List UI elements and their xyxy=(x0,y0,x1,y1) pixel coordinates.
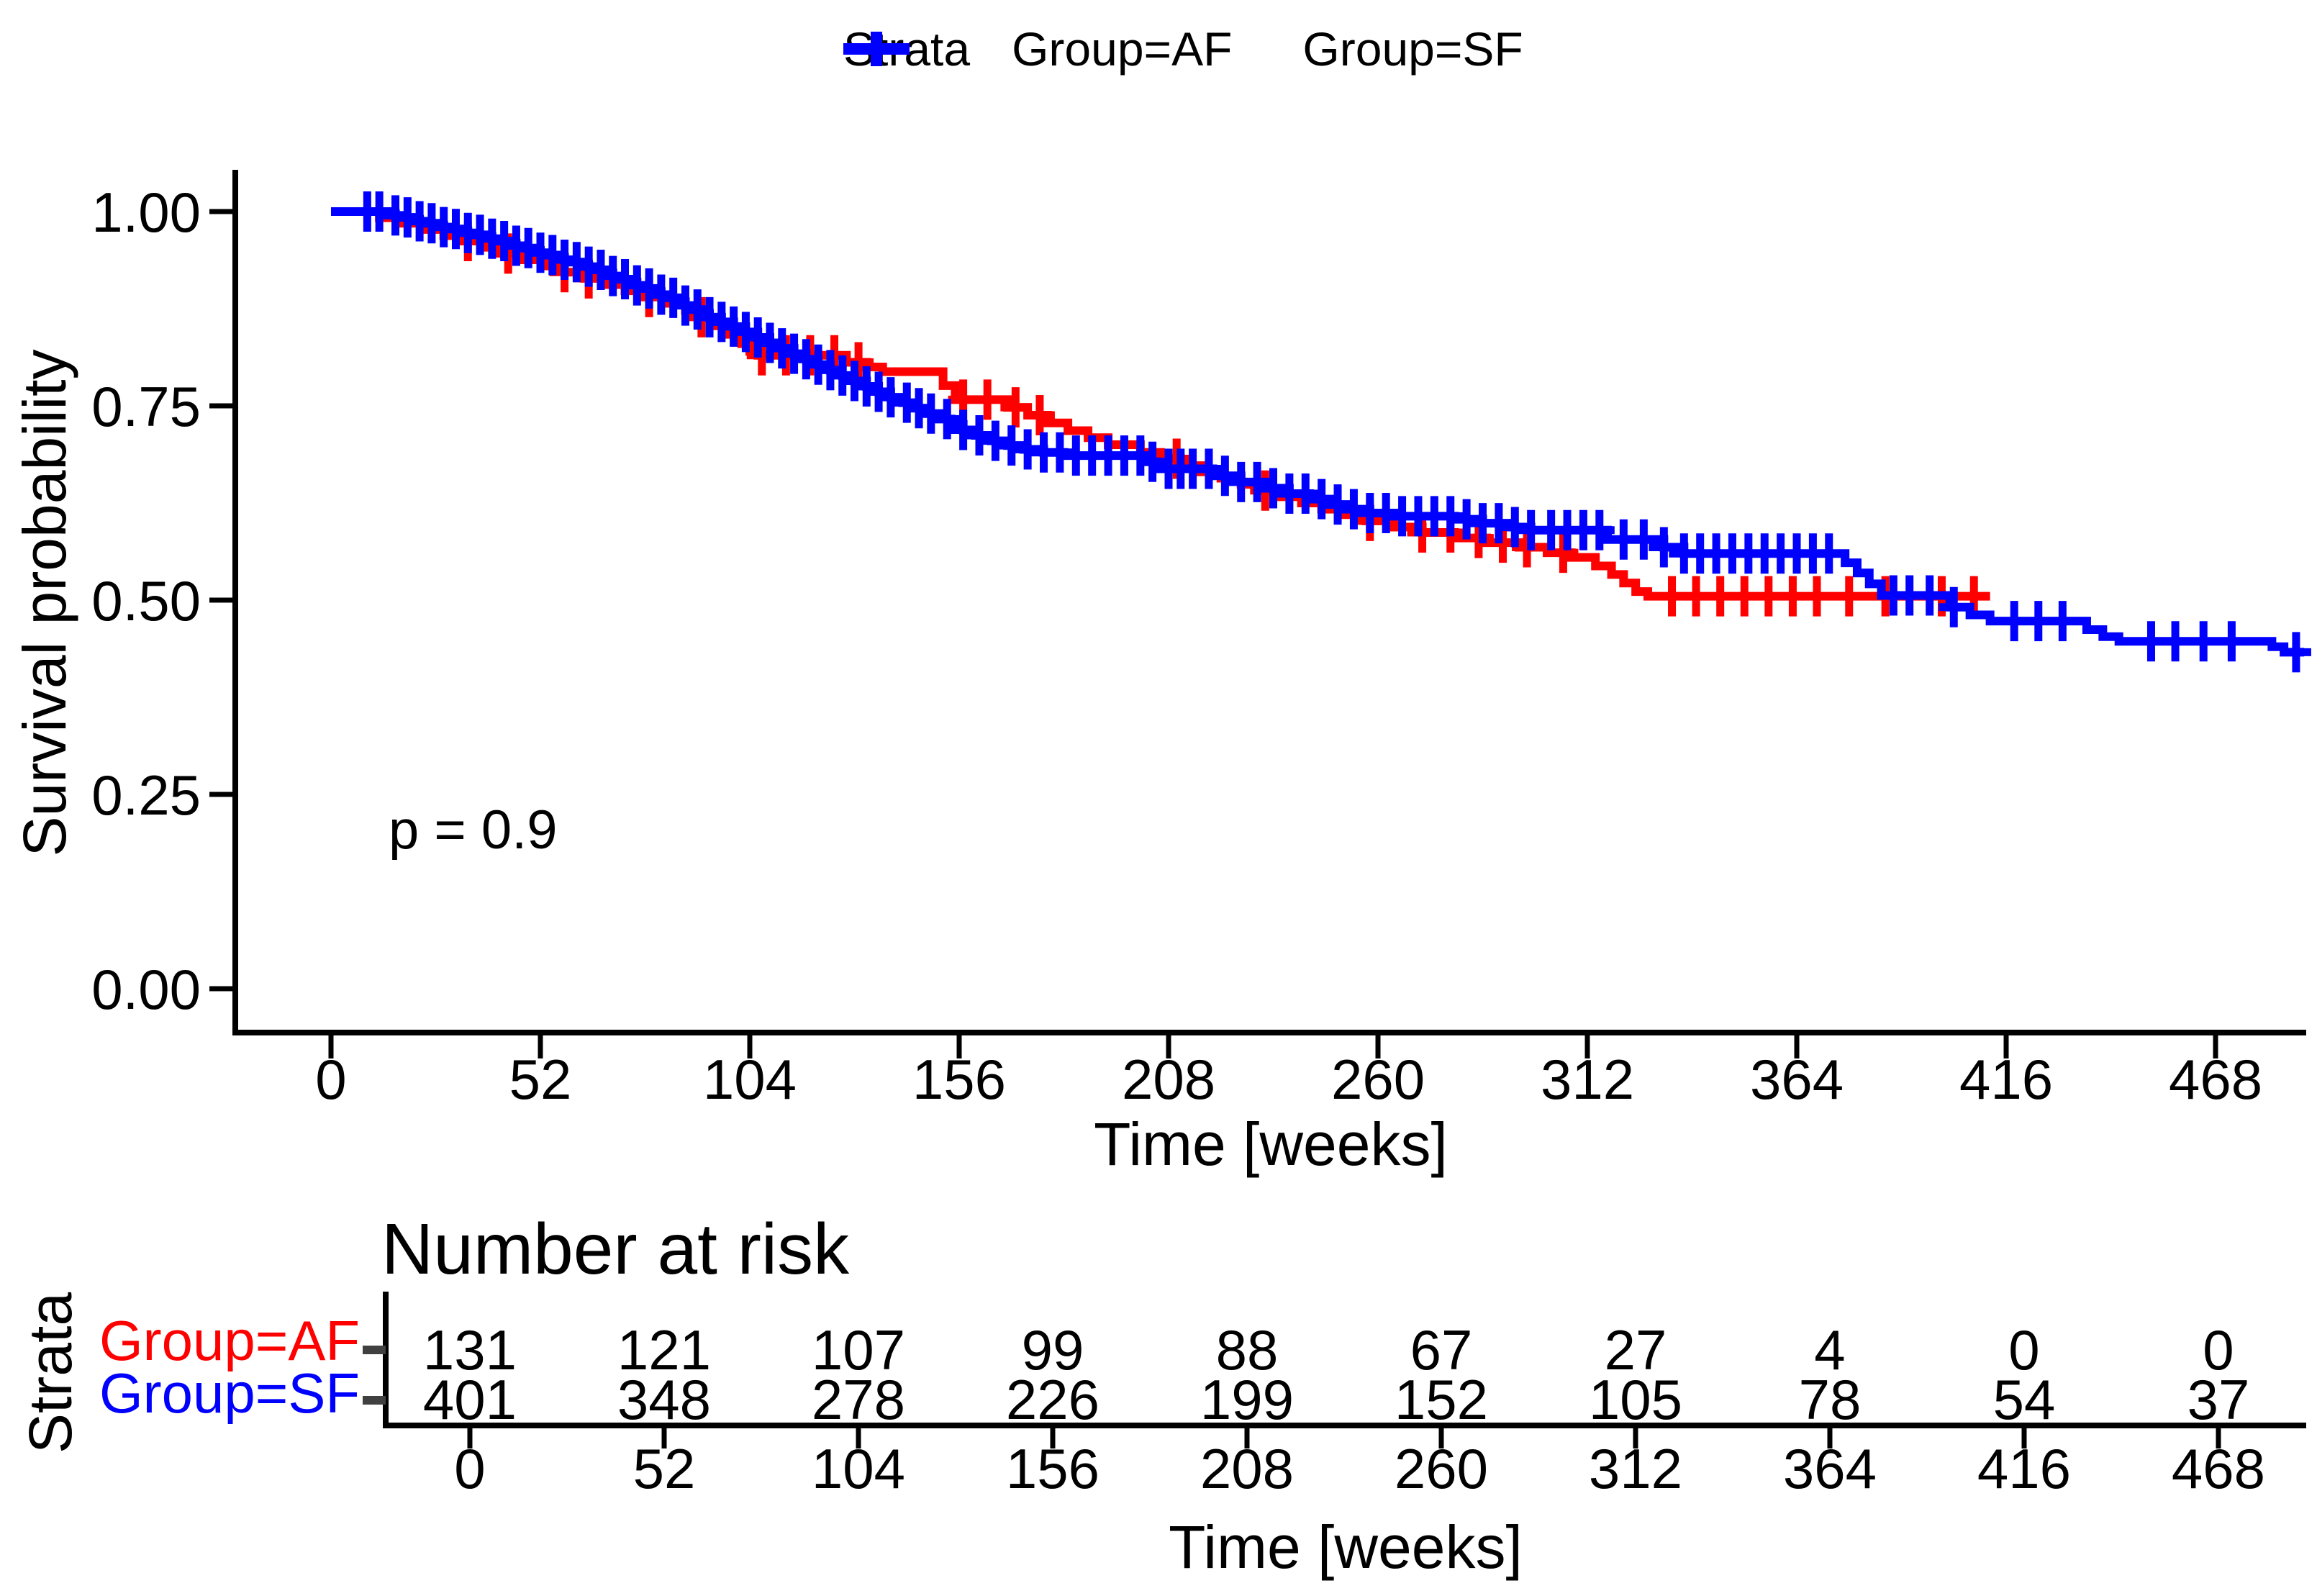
x-tick-label: 312 xyxy=(1541,1048,1634,1111)
risk-table-x-tick-label: 416 xyxy=(1977,1437,2071,1500)
risk-count: 67 xyxy=(1410,1318,1473,1382)
risk-count: 27 xyxy=(1605,1318,1667,1382)
risk-count: 99 xyxy=(1022,1318,1084,1382)
risk-table-x-axis-title: Time [weeks] xyxy=(1169,1513,1523,1581)
legend-label-sf: Group=SF xyxy=(1302,22,1523,76)
risk-table-x-tick-label: 312 xyxy=(1589,1437,1682,1500)
risk-count: 107 xyxy=(812,1318,905,1382)
risk-count: 105 xyxy=(1589,1368,1682,1431)
x-tick-label: 156 xyxy=(912,1048,1006,1111)
risk-count: 278 xyxy=(812,1368,905,1431)
y-tick-label: 0.75 xyxy=(91,375,201,438)
risk-table-x-tick-label: 260 xyxy=(1395,1437,1488,1500)
risk-count: 88 xyxy=(1216,1318,1279,1382)
sf-plus-vbar xyxy=(871,32,882,66)
y-tick-label: 0.25 xyxy=(91,763,201,827)
y-axis-title: Survival probability xyxy=(11,349,78,857)
risk-count: 348 xyxy=(617,1368,711,1431)
risk-row-label-af: Group=AF xyxy=(99,1309,360,1372)
x-tick-label: 468 xyxy=(2169,1048,2262,1111)
x-tick-label: 416 xyxy=(1959,1048,2053,1111)
x-tick-label: 104 xyxy=(703,1048,797,1111)
y-tick-label: 1.00 xyxy=(91,181,201,244)
x-axis-title: Time [weeks] xyxy=(1094,1110,1448,1178)
y-tick-label: 0.00 xyxy=(91,958,201,1021)
x-tick-label: 52 xyxy=(509,1048,572,1111)
x-tick-label: 364 xyxy=(1750,1048,1844,1111)
x-tick-label: 208 xyxy=(1122,1048,1215,1111)
risk-table-x-tick-label: 104 xyxy=(812,1437,905,1500)
risk-table-x-tick-label: 208 xyxy=(1200,1437,1294,1500)
risk-count: 4 xyxy=(1814,1318,1845,1382)
legend-label-af: Group=AF xyxy=(1012,22,1233,76)
risk-count: 54 xyxy=(1993,1368,2056,1431)
risk-count: 0 xyxy=(2203,1318,2234,1382)
risk-count: 226 xyxy=(1006,1368,1099,1431)
risk-table-x-tick-label: 364 xyxy=(1783,1437,1877,1500)
risk-table-title: Number at risk xyxy=(381,1209,850,1289)
risk-count: 152 xyxy=(1395,1368,1488,1431)
risk-table-x-tick-label: 52 xyxy=(633,1437,696,1500)
risk-table-x-tick-label: 156 xyxy=(1006,1437,1099,1500)
risk-table-x-tick-label: 0 xyxy=(454,1437,485,1500)
x-tick-label: 0 xyxy=(315,1048,346,1111)
sf-plus-icon xyxy=(843,32,910,66)
risk-count: 131 xyxy=(423,1318,517,1382)
risk-table-x-tick-label: 468 xyxy=(2172,1437,2265,1500)
risk-count: 199 xyxy=(1200,1368,1294,1431)
risk-count: 401 xyxy=(423,1368,517,1431)
y-tick-label: 0.50 xyxy=(91,569,201,632)
risk-count: 0 xyxy=(2008,1318,2039,1382)
risk-count: 78 xyxy=(1799,1368,1862,1431)
risk-count: 37 xyxy=(2187,1368,2250,1431)
x-tick-label: 260 xyxy=(1331,1048,1425,1111)
p-value-annotation: p = 0.9 xyxy=(389,799,558,861)
risk-count: 121 xyxy=(617,1318,711,1382)
risk-row-label-sf: Group=SF xyxy=(99,1361,360,1425)
legend: Strata Group=AF Group=SF xyxy=(843,16,1523,82)
